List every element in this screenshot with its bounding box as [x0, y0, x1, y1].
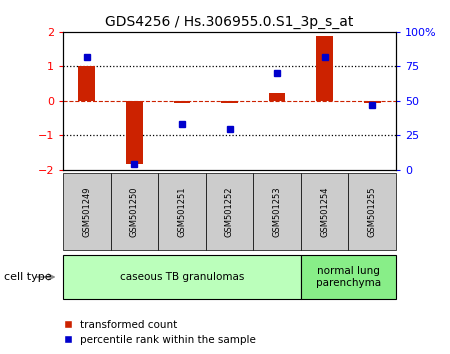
Bar — [126, 101, 143, 164]
Legend: transformed count, percentile rank within the sample: transformed count, percentile rank withi… — [64, 320, 256, 345]
Text: cell type: cell type — [4, 272, 52, 282]
Text: GSM501251: GSM501251 — [177, 186, 186, 237]
Bar — [269, 93, 285, 101]
Text: GSM501250: GSM501250 — [130, 186, 139, 237]
Bar — [221, 101, 238, 103]
Bar — [174, 101, 190, 103]
Text: normal lung
parenchyma: normal lung parenchyma — [316, 266, 381, 288]
Title: GDS4256 / Hs.306955.0.S1_3p_s_at: GDS4256 / Hs.306955.0.S1_3p_s_at — [105, 16, 354, 29]
Bar — [78, 66, 95, 101]
Text: GSM501253: GSM501253 — [273, 186, 282, 237]
Text: caseous TB granulomas: caseous TB granulomas — [120, 272, 244, 282]
Bar — [316, 36, 333, 101]
Text: GSM501254: GSM501254 — [320, 186, 329, 237]
Bar — [364, 101, 381, 103]
Text: GSM501255: GSM501255 — [368, 186, 377, 237]
Text: GSM501252: GSM501252 — [225, 186, 234, 237]
Text: GSM501249: GSM501249 — [82, 186, 91, 237]
